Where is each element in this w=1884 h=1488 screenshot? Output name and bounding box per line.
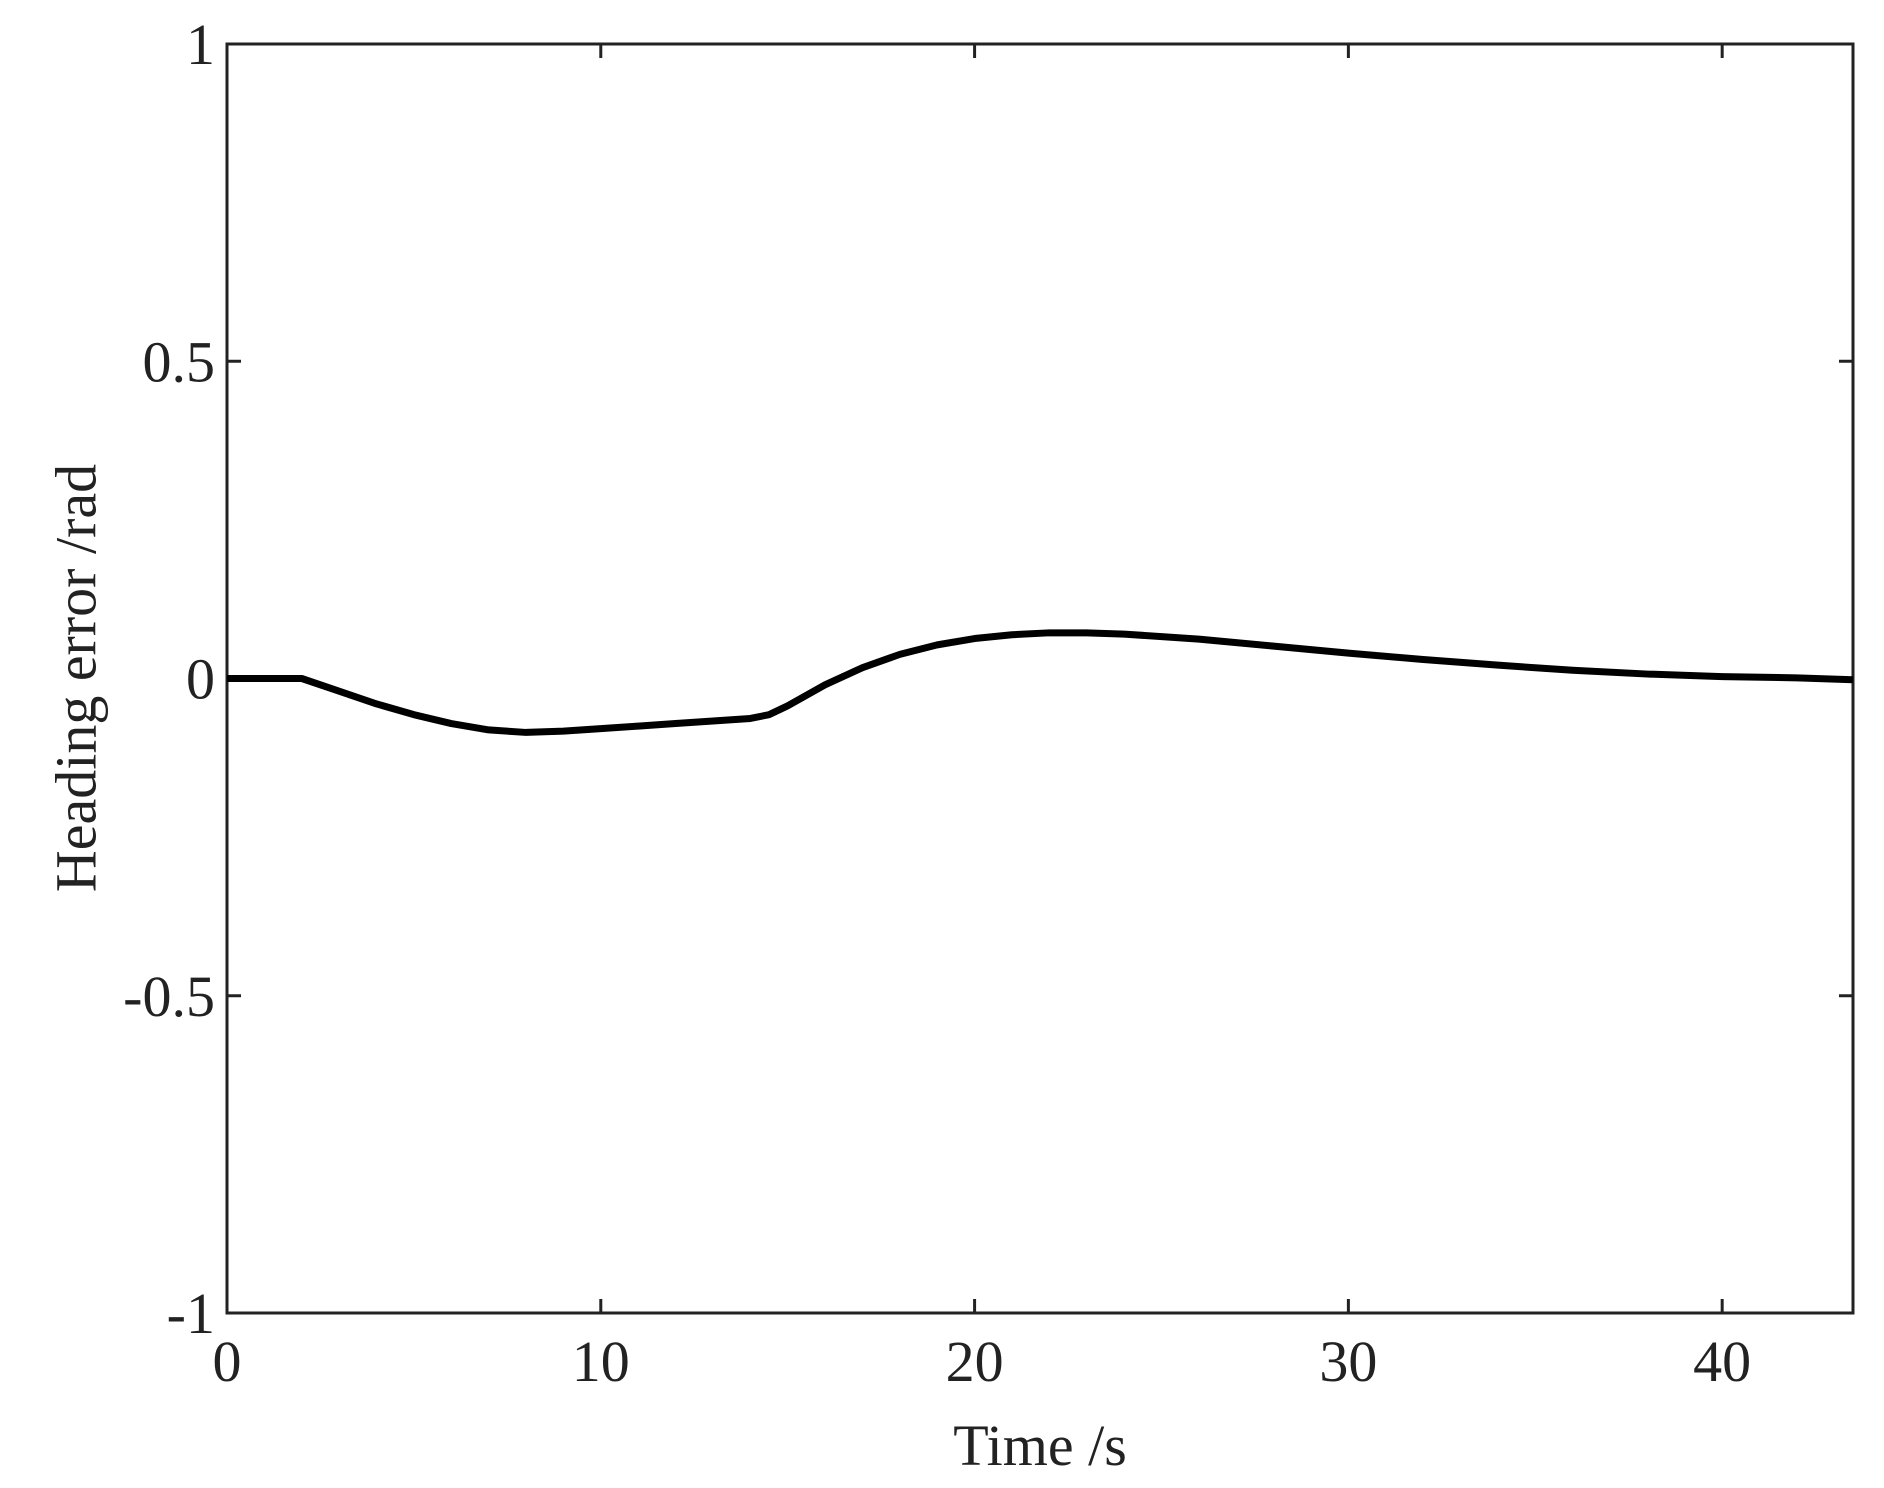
y-tick-label: 0 bbox=[186, 647, 215, 712]
x-tick-label: 30 bbox=[1319, 1329, 1377, 1394]
x-axis-label: Time /s bbox=[953, 1413, 1127, 1478]
x-tick-label: 20 bbox=[946, 1329, 1004, 1394]
plot-frame bbox=[225, 42, 1855, 1315]
y-axis-label: Heading error /rad bbox=[43, 464, 108, 892]
y-tick-label: 0.5 bbox=[143, 329, 216, 394]
y-tick-label: -1 bbox=[167, 1281, 215, 1346]
x-tick-label: 0 bbox=[213, 1329, 242, 1394]
data-line bbox=[227, 629, 1854, 736]
x-tick-label: 40 bbox=[1693, 1329, 1751, 1394]
y-tick-label: 1 bbox=[186, 12, 215, 77]
y-tick-label: -0.5 bbox=[123, 964, 215, 1029]
x-tick-label: 10 bbox=[572, 1329, 630, 1394]
